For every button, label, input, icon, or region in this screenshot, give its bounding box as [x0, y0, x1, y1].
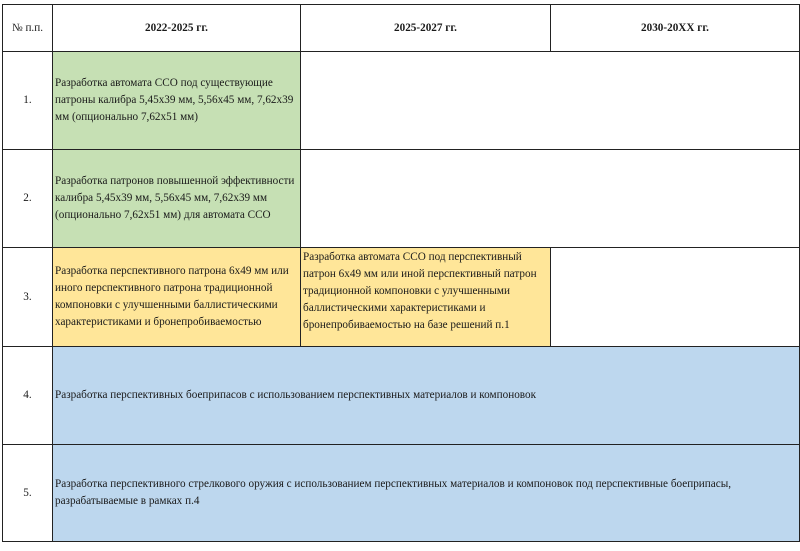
task-cell: Разработка перспективных боеприпасов с и… [52, 346, 800, 445]
header-period-1: 2022-2025 гг. [52, 4, 301, 52]
row-num: 2. [2, 149, 53, 248]
task-cell: Разработка патронов повышенной эффективн… [52, 149, 301, 248]
task-cell-2: Разработка автомата ССО под перспективны… [300, 247, 551, 347]
empty-cell [300, 51, 800, 150]
table-row: 1. Разработка автомата ССО под существую… [2, 51, 800, 150]
task-cell: Разработка перспективного стрелкового ор… [52, 444, 800, 542]
header-row: № п.п. 2022-2025 гг. 2025-2027 гг. 2030-… [2, 4, 800, 52]
row-num: 3. [2, 247, 53, 347]
empty-cell [300, 149, 800, 248]
header-num: № п.п. [2, 4, 53, 52]
roadmap-table: № п.п. 2022-2025 гг. 2025-2027 гг. 2030-… [2, 4, 800, 542]
task-cell: Разработка автомата ССО под существующие… [52, 51, 301, 150]
empty-cell [550, 247, 800, 347]
task-cell: Разработка перспективного патрона 6х49 м… [52, 247, 301, 347]
header-period-2: 2025-2027 гг. [300, 4, 551, 52]
row-num: 4. [2, 346, 53, 445]
table-row: 4. Разработка перспективных боеприпасов … [2, 346, 800, 445]
table-row: 5. Разработка перспективного стрелкового… [2, 444, 800, 542]
row-num: 1. [2, 51, 53, 150]
row-num: 5. [2, 444, 53, 542]
header-period-3: 2030-20ХХ гг. [550, 4, 800, 52]
table-row: 3. Разработка перспективного патрона 6х4… [2, 247, 800, 347]
table-row: 2. Разработка патронов повышенной эффект… [2, 149, 800, 248]
